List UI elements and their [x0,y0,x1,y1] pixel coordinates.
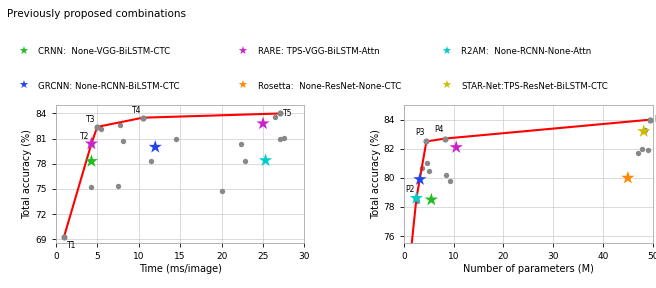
Text: R2AM:  None-RCNN-None-Attn: R2AM: None-RCNN-None-Attn [461,47,592,56]
Point [440,136,450,141]
Y-axis label: Total accuracy (%): Total accuracy (%) [371,129,380,219]
Point [138,115,148,120]
Point [645,118,655,122]
Point [411,196,422,200]
Point [636,147,647,151]
Text: CRNN:  None-VGG-BiLSTM-CTC: CRNN: None-VGG-BiLSTM-CTC [38,47,170,56]
Point [426,197,437,202]
Text: ★: ★ [441,47,451,57]
Point [92,125,102,129]
Point [59,234,70,239]
Point [451,145,461,150]
Point [216,188,227,193]
Text: P4: P4 [434,125,443,134]
Text: ★: ★ [18,82,28,91]
Point [150,145,161,149]
Point [274,111,285,116]
Text: T2: T2 [81,132,90,141]
Point [146,159,156,164]
Point [421,139,432,144]
Text: ★: ★ [237,47,248,57]
Point [424,168,435,173]
Point [445,179,455,183]
Point [113,183,123,188]
Text: P2: P2 [405,185,415,194]
X-axis label: Number of parameters (M): Number of parameters (M) [463,264,594,274]
Point [171,137,181,142]
Point [640,128,651,132]
Text: T5: T5 [283,109,293,118]
Text: P3: P3 [415,128,425,137]
Point [412,199,422,203]
Point [239,159,250,164]
Text: ★: ★ [18,47,28,57]
Point [638,129,649,134]
Point [96,126,107,131]
Text: T3: T3 [86,115,96,124]
Point [406,244,417,249]
Text: Previously proposed combinations: Previously proposed combinations [7,9,186,19]
Text: ★: ★ [237,82,248,91]
Point [270,115,281,119]
Text: P5: P5 [654,115,656,124]
Point [422,161,432,166]
Point [417,165,427,170]
Point [258,121,268,126]
Text: GRCNN: None-RCNN-BiLSTM-CTC: GRCNN: None-RCNN-BiLSTM-CTC [38,82,180,91]
Point [411,196,422,200]
Text: Rosetta:  None-ResNet-None-CTC: Rosetta: None-ResNet-None-CTC [258,82,401,91]
Point [260,158,271,163]
Text: STAR-Net:TPS-ResNet-BiLSTM-CTC: STAR-Net:TPS-ResNet-BiLSTM-CTC [461,82,608,91]
Point [117,139,128,143]
Text: T1: T1 [66,241,76,250]
Point [86,141,96,146]
Text: RARE: TPS-VGG-BiLSTM-Attn: RARE: TPS-VGG-BiLSTM-Attn [258,47,379,56]
Point [415,177,425,182]
Point [236,141,246,146]
Point [441,173,451,177]
Point [86,185,96,190]
Y-axis label: Total accuracy (%): Total accuracy (%) [22,129,32,219]
Text: P1: P1 [0,287,1,288]
Point [623,176,633,180]
Point [86,141,96,146]
Point [642,148,653,153]
Point [279,135,289,140]
X-axis label: Time (ms/image): Time (ms/image) [138,264,222,274]
Text: ★: ★ [441,82,451,91]
Point [645,118,655,122]
Point [86,159,96,164]
Text: T4: T4 [132,106,141,115]
Point [274,137,285,142]
Point [115,123,126,128]
Point [632,151,643,156]
